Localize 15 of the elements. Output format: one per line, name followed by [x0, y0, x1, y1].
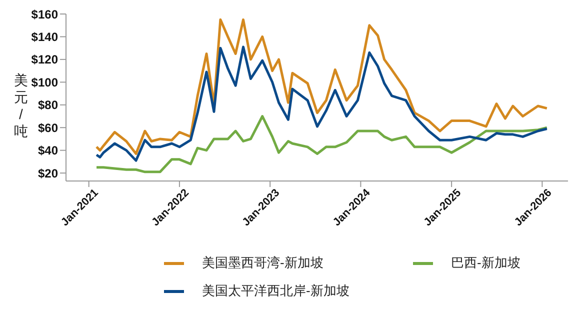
y-tick-label: $100 — [31, 75, 58, 90]
y-tick-label: $20 — [38, 166, 58, 180]
legend-label: 美国太平洋西北岸-新加坡 — [202, 282, 350, 300]
line-series — [95, 114, 548, 174]
y-tick-label: $60 — [38, 120, 58, 135]
y-tick-label: $40 — [38, 144, 58, 158]
y-tick-label: $120 — [31, 52, 58, 67]
legend-label: 美国墨西哥湾-新加坡 — [202, 254, 324, 272]
y-tick-label: $160 — [31, 7, 58, 22]
y-axis-title: 美元/吨 — [13, 72, 29, 140]
line-series — [95, 18, 548, 155]
legend-label: 巴西-新加坡 — [451, 254, 520, 272]
y-tick-label: $80 — [38, 98, 58, 112]
line-series — [95, 46, 548, 162]
y-tick-label: $140 — [31, 30, 58, 44]
